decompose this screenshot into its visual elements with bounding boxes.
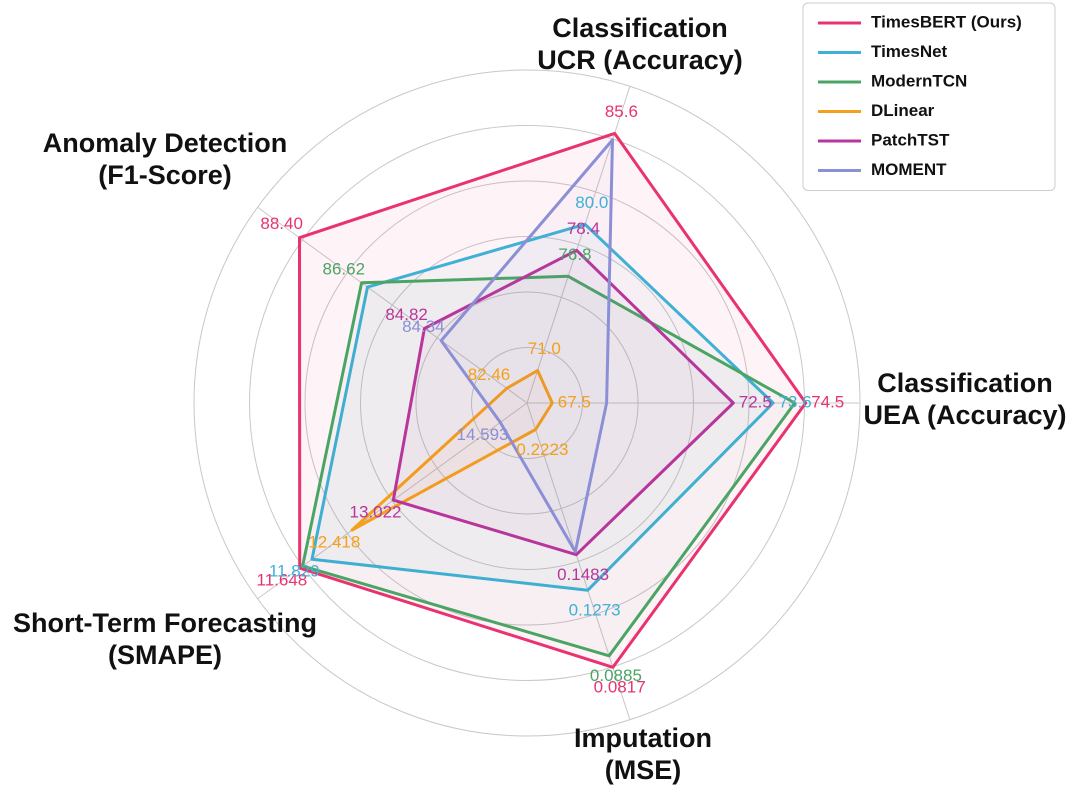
series-line [301,274,797,658]
axis-title: Short-Term Forecasting [13,608,317,638]
value-label: 11.648 [257,571,308,590]
value-label: 71.0 [528,339,561,358]
value-label: 88.40 [260,214,303,233]
value-label: 74.5 [811,392,844,411]
value-label: 85.6 [605,102,638,121]
grid [193,69,861,737]
legend-label: DLinear [871,101,935,120]
legend-label: PatchTST [871,130,950,149]
series-line [350,369,554,532]
legend-label: ModernTCN [871,71,967,90]
value-label: 73.6 [779,392,812,411]
value-label: 0.2223 [516,440,568,459]
axis-title: Classification [552,13,728,43]
value-label: 72.5 [739,392,772,411]
axis-title: UCR (Accuracy) [537,45,743,75]
axis-title: Imputation [574,723,712,753]
axis-title: (MSE) [605,755,682,785]
value-label: 67.5 [558,392,591,411]
value-label: 82.46 [468,365,511,384]
axis-title: (F1-Score) [98,160,232,190]
axis-title: Classification [877,368,1053,398]
value-label: 84.82 [385,305,428,324]
value-label: 0.0817 [594,678,646,697]
legend-label: TimesBERT (Ours) [871,12,1022,31]
value-label: 76.8 [558,245,591,264]
value-label: 12.418 [308,532,360,551]
value-label: 84.34 [402,317,445,336]
series-line [391,248,735,557]
axis-title: (SMAPE) [108,640,222,670]
value-label: 13.022 [349,503,401,522]
series-line [439,138,614,554]
legend-label: TimesNet [871,42,948,61]
value-label: 0.1273 [569,601,621,620]
value-label: 14.593 [456,425,508,444]
value-label: 0.1483 [557,565,609,584]
value-label: 78.4 [567,219,600,238]
axis-title: Anomaly Detection [43,128,288,158]
axis-spoke [257,206,528,404]
value-label: 11.829 [269,562,320,581]
axis-title: UEA (Accuracy) [863,400,1066,430]
value-label: 80.0 [575,193,608,212]
legend-box [802,2,1056,191]
value-label: 86.62 [323,259,366,278]
legend-label: MOMENT [871,160,947,179]
value-label: 0.0885 [590,666,642,685]
